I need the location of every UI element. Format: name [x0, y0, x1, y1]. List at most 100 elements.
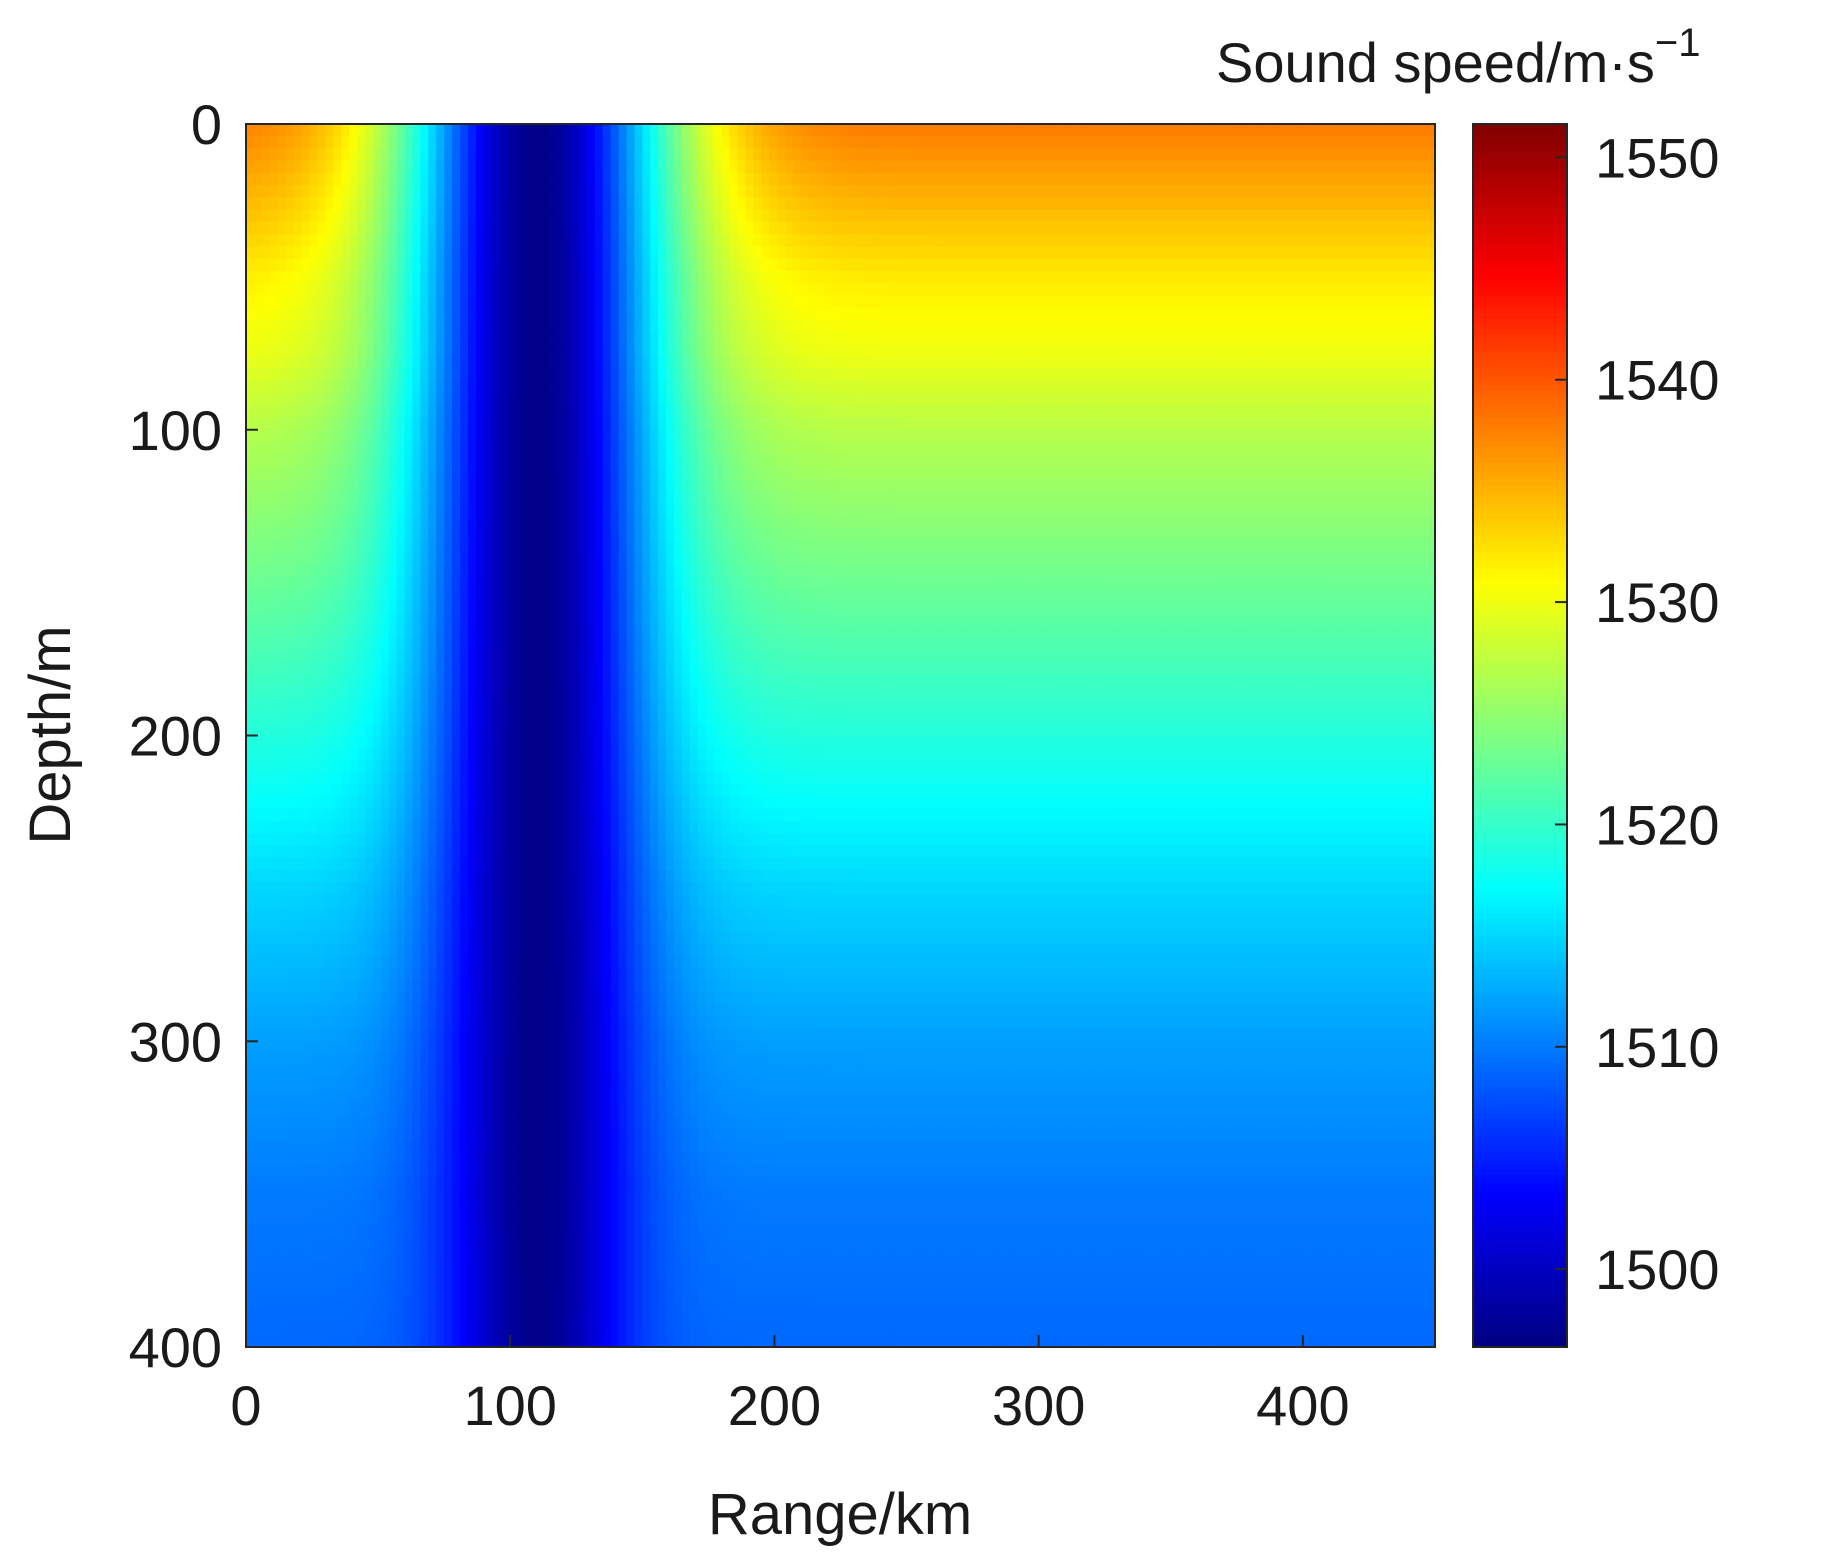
heatmap-cell	[737, 124, 746, 137]
heatmap-cell	[381, 295, 390, 308]
heatmap-cell	[880, 148, 889, 161]
heatmap-cell	[1047, 344, 1056, 357]
heatmap-cell	[611, 479, 620, 492]
heatmap-cell	[1395, 393, 1404, 406]
heatmap-cell	[1229, 283, 1238, 296]
heatmap-cell	[833, 332, 842, 345]
heatmap-cell	[1181, 124, 1190, 137]
heatmap-cell	[1308, 369, 1317, 382]
heatmap-cell	[254, 344, 263, 357]
heatmap-cell	[920, 185, 929, 198]
heatmap-cell	[333, 479, 342, 492]
heatmap-cell	[944, 332, 953, 345]
heatmap-cell	[1387, 161, 1396, 174]
heatmap-cell	[698, 369, 707, 382]
heatmap-cell	[1372, 430, 1381, 443]
heatmap-cell	[254, 320, 263, 333]
heatmap-cell	[928, 344, 937, 357]
heatmap-cell	[912, 295, 921, 308]
heatmap-cell	[1070, 210, 1079, 223]
heatmap-cell	[928, 185, 937, 198]
heatmap-cell	[500, 528, 509, 541]
heatmap-cell	[1395, 418, 1404, 431]
heatmap-cell	[317, 185, 326, 198]
heatmap-cell	[1023, 161, 1032, 174]
heatmap-cell	[1078, 381, 1087, 394]
heatmap-cell	[682, 381, 691, 394]
heatmap-cell	[508, 295, 517, 308]
heatmap-cell	[1015, 405, 1024, 418]
heatmap-cell	[872, 210, 881, 223]
heatmap-cell	[452, 307, 461, 320]
heatmap-cell	[674, 295, 683, 308]
heatmap-cell	[737, 442, 746, 455]
heatmap-cell	[1253, 283, 1262, 296]
heatmap-cell	[1086, 271, 1095, 284]
heatmap-cell	[1316, 185, 1325, 198]
heatmap-cell	[1269, 381, 1278, 394]
heatmap-cell	[270, 405, 279, 418]
heatmap-cell	[730, 393, 739, 406]
heatmap-cell	[484, 515, 493, 528]
heatmap-cell	[262, 454, 271, 467]
heatmap-cell	[1261, 515, 1270, 528]
heatmap-cell	[872, 307, 881, 320]
heatmap-cell	[1253, 234, 1262, 247]
heatmap-cell	[801, 161, 810, 174]
heatmap-cell	[737, 381, 746, 394]
heatmap-cell	[928, 295, 937, 308]
heatmap-cell	[270, 393, 279, 406]
heatmap-cell	[1332, 491, 1341, 504]
heatmap-cell	[1189, 136, 1198, 149]
heatmap-cell	[1165, 381, 1174, 394]
heatmap-cell	[1245, 307, 1254, 320]
heatmap-cell	[333, 418, 342, 431]
heatmap-cell	[1292, 320, 1301, 333]
heatmap-cell	[484, 418, 493, 431]
heatmap-cell	[516, 503, 525, 516]
heatmap-cell	[1372, 491, 1381, 504]
heatmap-cell	[1419, 454, 1428, 467]
heatmap-cell	[492, 283, 501, 296]
heatmap-cell	[864, 246, 873, 259]
heatmap-cell	[603, 320, 612, 333]
heatmap-cell	[769, 124, 778, 137]
heatmap-cell	[420, 161, 429, 174]
heatmap-cell	[841, 418, 850, 431]
heatmap-cell	[730, 295, 739, 308]
heatmap-cell	[571, 271, 580, 284]
heatmap-cell	[286, 259, 295, 272]
heatmap-cell	[294, 356, 303, 369]
heatmap-cell	[706, 295, 715, 308]
heatmap-cell	[579, 136, 588, 149]
heatmap-cell	[301, 197, 310, 210]
heatmap-cell	[523, 515, 532, 528]
heatmap-cell	[753, 307, 762, 320]
heatmap-cell	[904, 430, 913, 443]
heatmap-cell	[1380, 197, 1389, 210]
heatmap-cell	[1070, 259, 1079, 272]
heatmap-cell	[745, 320, 754, 333]
heatmap-cell	[1308, 381, 1317, 394]
heatmap-cell	[967, 369, 976, 382]
heatmap-cell	[547, 185, 556, 198]
heatmap-cell	[603, 356, 612, 369]
heatmap-cell	[1316, 393, 1325, 406]
heatmap-cell	[1324, 148, 1333, 161]
heatmap-cell	[1055, 466, 1064, 479]
heatmap-cell	[912, 234, 921, 247]
heatmap-cell	[349, 283, 358, 296]
heatmap-cell	[508, 136, 517, 149]
heatmap-cell	[587, 491, 596, 504]
heatmap-cell	[587, 430, 596, 443]
heatmap-cell	[1094, 405, 1103, 418]
heatmap-cell	[1245, 148, 1254, 161]
heatmap-cell	[666, 283, 675, 296]
heatmap-cell	[1419, 332, 1428, 345]
heatmap-cell	[1134, 271, 1143, 284]
heatmap-cell	[730, 197, 739, 210]
heatmap-cell	[1403, 369, 1412, 382]
heatmap-cell	[1070, 307, 1079, 320]
heatmap-cell	[642, 197, 651, 210]
heatmap-cell	[1380, 491, 1389, 504]
